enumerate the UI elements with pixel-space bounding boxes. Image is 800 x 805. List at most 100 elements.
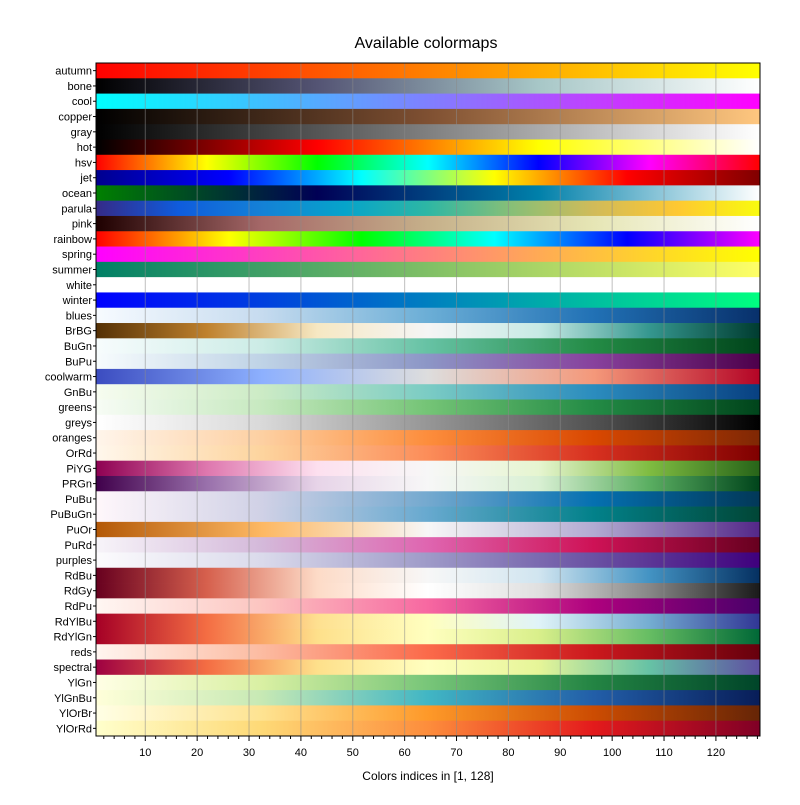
colormap-label-RdBu: RdBu [64, 570, 92, 582]
colormap-label-BuGn: BuGn [64, 341, 92, 353]
colormap-label-OrRd: OrRd [66, 448, 92, 460]
x-axis-label: Colors indices in [1, 128] [362, 769, 493, 783]
colormap-bar-PuBuGn [96, 506, 760, 523]
colormap-label-RdGy: RdGy [64, 586, 93, 598]
colormap-label-reds: reds [71, 647, 93, 659]
colormap-bar-hsv [96, 154, 760, 171]
colormap-label-PuRd: PuRd [64, 540, 92, 552]
x-tick-label-120: 120 [707, 747, 725, 759]
colormap-bar-PRGn [96, 475, 760, 492]
colormap-label-BrBG: BrBG [65, 326, 92, 338]
colormap-label-purples: purples [56, 555, 93, 567]
colormap-label-YlGn: YlGn [68, 677, 92, 689]
x-tick-label-30: 30 [243, 747, 255, 759]
x-tick-label-10: 10 [139, 747, 151, 759]
colormap-bar-rainbow [96, 231, 760, 247]
colormap-label-PiYG: PiYG [66, 463, 92, 475]
colormap-label-greens: greens [58, 402, 92, 414]
colormap-bar-spring [96, 246, 760, 263]
colormap-bar-RdGy [96, 583, 760, 599]
x-tick-label-50: 50 [347, 747, 359, 759]
colormap-label-RdYlGn: RdYlGn [53, 632, 92, 644]
colormap-bar-BuPu [96, 353, 760, 370]
colormap-bar-PuBu [96, 491, 760, 507]
colormap-label-copper: copper [58, 112, 92, 124]
colormap-bar-RdPu [96, 598, 760, 615]
colormap-label-summer: summer [52, 264, 92, 276]
colormap-bar-RdYlBu [96, 613, 760, 630]
colormap-label-GnBu: GnBu [64, 387, 92, 399]
colormap-bar-YlOrRd [96, 720, 760, 737]
colormap-label-ocean: ocean [62, 188, 92, 200]
colormap-label-oranges: oranges [52, 433, 92, 445]
colormap-bar-gray [96, 124, 760, 140]
chart-title: Available colormaps [355, 35, 498, 52]
colormap-bar-cool [96, 93, 760, 110]
colormap-bar-pink [96, 215, 760, 232]
plot-frame [95, 62, 761, 737]
colormap-label-winter: winter [62, 295, 93, 307]
colormap-label-PRGn: PRGn [62, 479, 92, 491]
colormap-label-jet: jet [79, 173, 92, 185]
colormap-bar-oranges [96, 430, 760, 446]
colormap-bar-blues [96, 307, 760, 324]
colormap-bar-spectral [96, 659, 760, 676]
colormap-bar-YlOrBr [96, 705, 760, 722]
colormap-label-BuPu: BuPu [65, 356, 92, 368]
colormap-bar-copper [96, 108, 760, 125]
colormap-labels: autumn bone cool copper gray hot hsv jet ocean pa… [45, 66, 96, 735]
colormap-bar-BrBG [96, 323, 760, 339]
colormap-bar-bone [96, 78, 760, 94]
colormap-bar-RdBu [96, 567, 760, 584]
colormap-label-parula: parula [61, 203, 92, 215]
colormap-label-spectral: spectral [53, 662, 92, 674]
colormap-label-YlOrRd: YlOrRd [56, 723, 92, 735]
colormap-label-hsv: hsv [75, 157, 93, 169]
colormap-label-RdPu: RdPu [64, 601, 92, 613]
x-axis-ticks: 10 20 30 40 50 60 70 80 90 100 110 120 [103, 736, 758, 759]
colormap-bar-BuGn [96, 338, 760, 355]
colormap-bar-YlGnBu [96, 690, 760, 706]
x-tick-label-80: 80 [502, 747, 514, 759]
colormap-label-pink: pink [72, 219, 93, 231]
colormap-bar-hot [96, 139, 760, 156]
colormap-bar-parula [96, 200, 760, 217]
x-tick-label-90: 90 [554, 747, 566, 759]
colormap-label-autumn: autumn [55, 66, 92, 78]
colormap-label-PuBuGn: PuBuGn [50, 509, 92, 521]
colormap-bar-PuRd [96, 537, 760, 553]
x-tick-label-70: 70 [450, 747, 462, 759]
colormap-label-YlOrBr: YlOrBr [59, 708, 92, 720]
colormap-bar-PuOr [96, 521, 760, 538]
colormap-bar-greys [96, 414, 760, 431]
colormap-bar-jet [96, 170, 760, 186]
colormap-bar-reds [96, 644, 760, 660]
colormap-label-white: white [65, 280, 92, 292]
x-tick-label-20: 20 [191, 747, 203, 759]
colormap-bars [96, 63, 760, 737]
colormap-bar-purples [96, 552, 760, 569]
colormap-label-RdYlBu: RdYlBu [55, 616, 92, 628]
colormap-bar-summer [96, 261, 760, 278]
colormap-label-coolwarm: coolwarm [45, 372, 92, 384]
x-tick-label-100: 100 [603, 747, 621, 759]
colormap-bar-RdYlGn [96, 628, 760, 645]
colormap-bar-greens [96, 399, 760, 416]
colormap-bar-OrRd [96, 445, 760, 462]
colormap-label-gray: gray [71, 127, 93, 139]
grid-lines [144, 63, 717, 736]
colormap-label-cool: cool [72, 96, 92, 108]
colormap-label-YlGnBu: YlGnBu [54, 693, 92, 705]
colormap-bar-PiYG [96, 460, 760, 477]
colormap-bar-white [96, 277, 760, 293]
colormap-label-PuBu: PuBu [65, 494, 92, 506]
colormap-label-PuOr: PuOr [66, 525, 92, 537]
colormap-bar-coolwarm [96, 368, 760, 385]
colormap-label-greys: greys [65, 417, 92, 429]
x-tick-label-40: 40 [295, 747, 307, 759]
colormap-label-bone: bone [68, 81, 92, 93]
colormap-label-blues: blues [66, 310, 93, 322]
colormap-bar-ocean [96, 185, 760, 202]
